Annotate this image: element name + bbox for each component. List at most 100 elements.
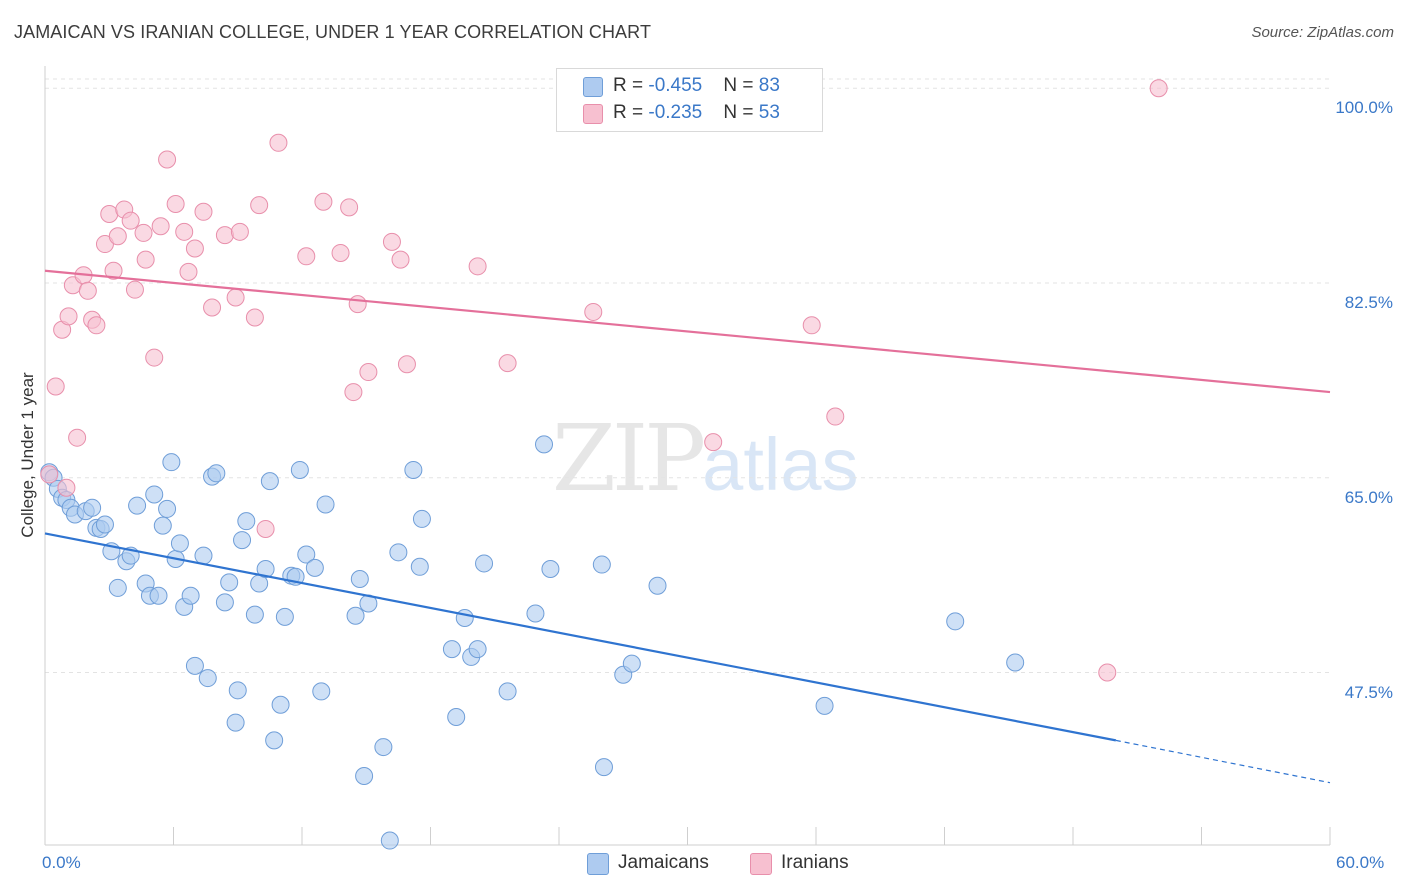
data-point (260, 472, 279, 491)
data-point (622, 654, 641, 673)
bottom-legend-label-jamaicans: Jamaicans (618, 852, 709, 873)
data-point (468, 257, 487, 276)
data-point (815, 696, 834, 715)
data-point (802, 316, 821, 335)
data-point (374, 738, 393, 757)
data-point (344, 383, 363, 402)
data-point (170, 534, 189, 553)
data-point (194, 202, 213, 221)
data-point (245, 605, 264, 624)
data-point (290, 460, 309, 479)
data-point (158, 499, 177, 518)
legend-swatch-iranians (583, 104, 603, 124)
data-point (269, 133, 288, 152)
legend-r-label: R = (613, 102, 649, 123)
axes (44, 66, 1331, 846)
data-point (584, 302, 603, 321)
x-tick-label-max: 60.0% (1336, 853, 1385, 872)
data-point (145, 485, 164, 504)
data-point (350, 570, 369, 589)
data-point (1149, 79, 1168, 98)
data-point (181, 586, 200, 605)
data-point (104, 261, 123, 280)
data-point (535, 435, 554, 454)
data-point (271, 695, 290, 714)
data-point (397, 355, 416, 374)
data-point (83, 498, 102, 517)
data-point (946, 612, 965, 631)
data-point (541, 560, 560, 579)
data-point (648, 576, 667, 595)
data-point (412, 509, 431, 528)
data-point (220, 573, 239, 592)
stats-legend: R = -0.455 N = 83 R = -0.235 N = 53 (556, 68, 823, 132)
data-point (594, 758, 613, 777)
data-point (410, 557, 429, 576)
data-point (498, 354, 517, 373)
data-point (256, 519, 275, 538)
data-point (207, 464, 226, 483)
data-point (826, 407, 845, 426)
source-label: Source: ZipAtlas.com (1251, 24, 1394, 41)
chart-title: JAMAICAN VS IRANIAN COLLEGE, UNDER 1 YEA… (14, 22, 652, 42)
data-point (305, 558, 324, 577)
data-point (215, 226, 234, 245)
data-point (185, 239, 204, 258)
data-point (380, 831, 399, 850)
data-point (179, 262, 198, 281)
watermark: ZIPatlas (552, 405, 858, 512)
data-point (158, 150, 177, 169)
data-point (185, 656, 204, 675)
data-point (1006, 653, 1025, 672)
data-point (1098, 663, 1117, 682)
data-point (228, 681, 247, 700)
legend-n-value: 53 (758, 102, 780, 123)
data-point (526, 604, 545, 623)
bottom-legend-swatch-iranians (750, 853, 772, 875)
data-point (442, 640, 461, 659)
data-point (468, 640, 487, 659)
data-point (297, 545, 316, 564)
data-point (153, 516, 172, 535)
y-tick-label: 100.0% (1335, 98, 1393, 118)
legend-r-value: -0.235 (648, 102, 703, 123)
data-point (256, 560, 275, 579)
data-point (498, 682, 517, 701)
watermark-zip: ZIP (552, 405, 706, 512)
data-point (275, 607, 294, 626)
data-point (475, 554, 494, 573)
data-point (203, 298, 222, 317)
data-point (134, 223, 153, 242)
trend-layer (44, 269, 1331, 784)
data-point (340, 198, 359, 217)
legend-swatch-jamaicans (583, 77, 603, 97)
data-point (314, 192, 333, 211)
data-point (250, 196, 269, 215)
data-point (57, 478, 76, 497)
data-point (230, 222, 249, 241)
y-axis-title: College, Under 1 year (18, 372, 37, 538)
data-point (59, 307, 78, 326)
data-point (382, 232, 401, 251)
legend-r-label: R = (613, 75, 649, 96)
trend-line (44, 269, 1331, 394)
y-tick-label: 47.5% (1344, 682, 1393, 702)
data-point (40, 465, 59, 484)
data-point (149, 586, 168, 605)
data-point (175, 222, 194, 241)
data-point (46, 377, 65, 396)
watermark-atlas: atlas (702, 423, 859, 506)
data-point (359, 363, 378, 382)
data-point (125, 280, 144, 299)
data-point (355, 767, 374, 786)
data-point (455, 608, 474, 627)
data-point (331, 243, 350, 262)
series-iranians (40, 79, 1168, 682)
bottom-legend-swatch-jamaicans (587, 853, 609, 875)
data-point (121, 211, 140, 230)
data-point (198, 669, 217, 688)
data-point (194, 546, 213, 565)
data-point (297, 247, 316, 266)
legend-n-value: 83 (758, 75, 780, 96)
